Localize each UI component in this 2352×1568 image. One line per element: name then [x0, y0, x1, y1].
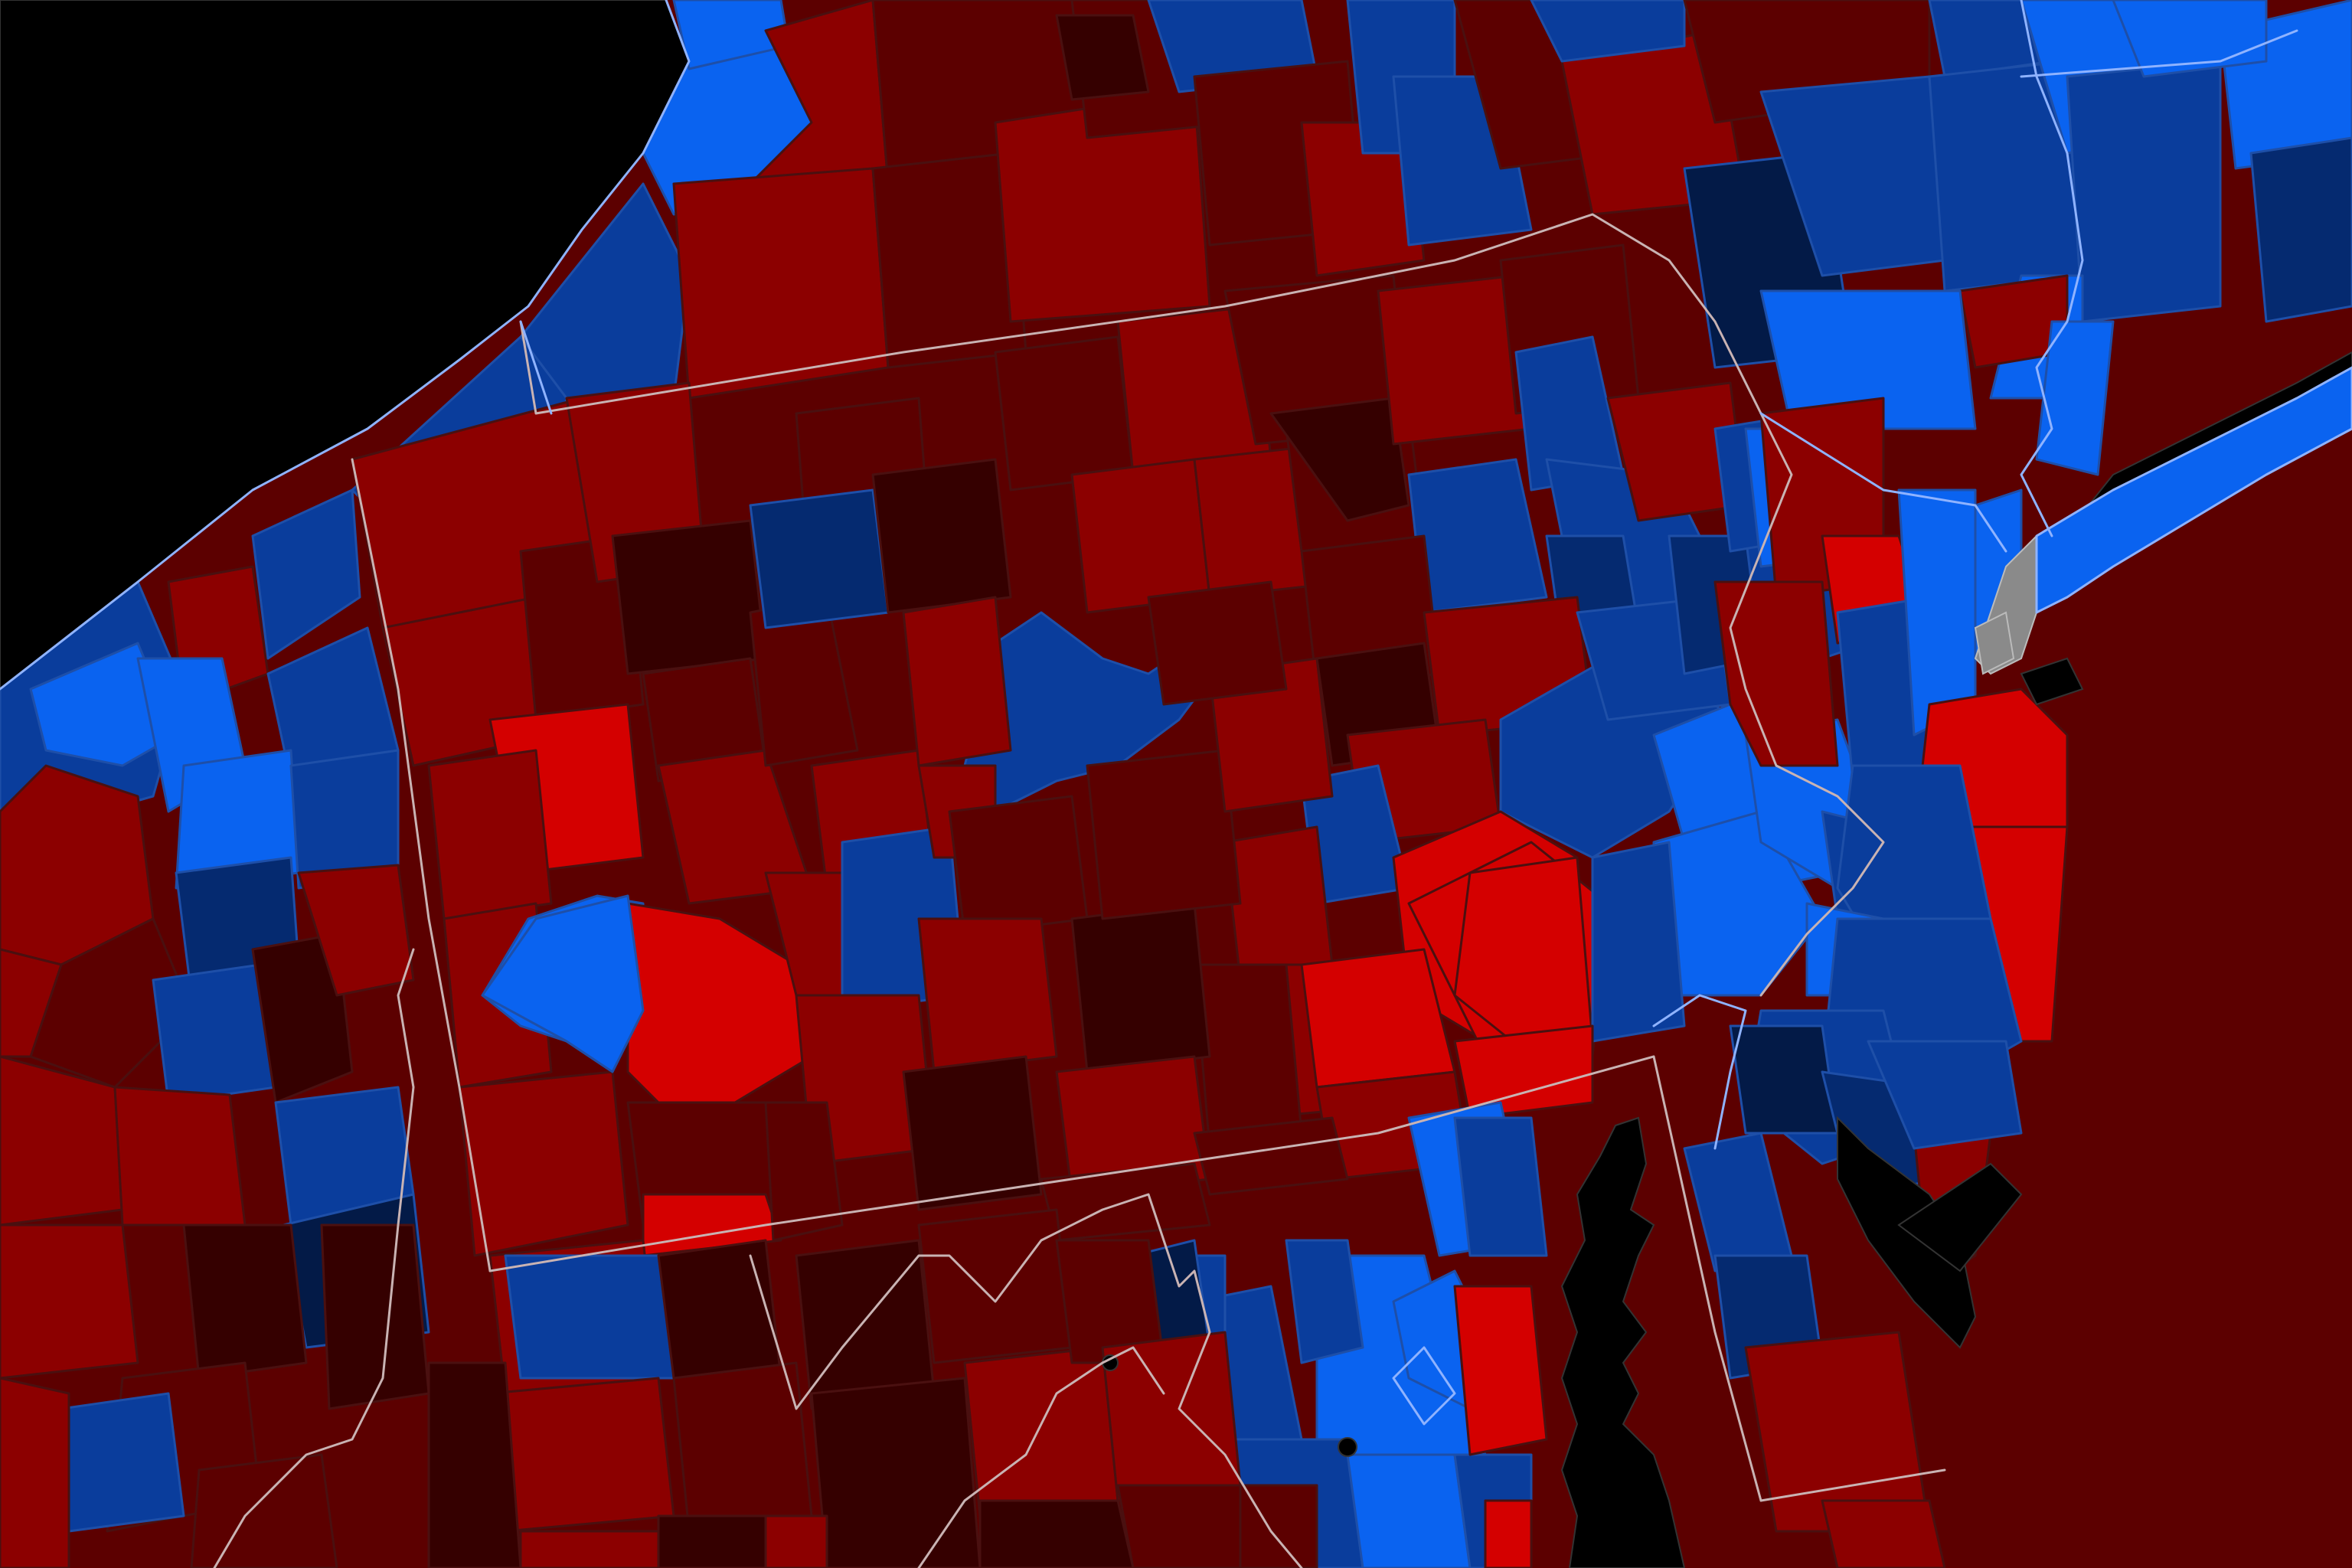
pa-south-border — [488, 1055, 1655, 1272]
long-island-layer — [2035, 366, 2352, 614]
lower-bay — [1897, 1162, 2023, 1272]
raritan-bay — [2020, 657, 2084, 706]
county[interactable] — [251, 488, 361, 660]
county[interactable] — [917, 917, 1058, 1073]
county[interactable] — [182, 1223, 308, 1380]
ny-vt-border — [2020, 0, 2084, 537]
county[interactable] — [0, 948, 63, 1058]
county[interactable] — [948, 795, 1089, 936]
county[interactable] — [1821, 1499, 1946, 1568]
county[interactable] — [657, 1239, 782, 1380]
county[interactable] — [427, 749, 553, 920]
md-wv-border — [749, 1193, 1303, 1568]
county[interactable] — [902, 596, 1012, 767]
county[interactable] — [764, 1514, 828, 1568]
county[interactable] — [519, 182, 691, 400]
pa-ny-border — [519, 213, 1762, 415]
county[interactable] — [320, 1223, 430, 1410]
md-de-border — [1652, 1055, 1762, 1502]
county[interactable] — [1055, 14, 1150, 101]
county[interactable] — [657, 1514, 767, 1568]
county[interactable] — [1086, 749, 1242, 920]
county[interactable] — [1530, 0, 1686, 63]
county[interactable] — [1346, 1453, 1472, 1568]
de-south-border — [1759, 1468, 1946, 1502]
county[interactable] — [1193, 1116, 1349, 1196]
county[interactable] — [1070, 902, 1211, 1073]
ny-pa-west — [519, 320, 553, 415]
county[interactable] — [810, 1377, 982, 1568]
va-wv-border — [917, 1346, 1165, 1568]
county[interactable] — [994, 335, 1135, 492]
county[interactable] — [611, 519, 767, 675]
county[interactable] — [427, 1361, 522, 1568]
county[interactable] — [2035, 366, 2352, 614]
state-borders-layer — [0, 0, 2298, 1568]
county[interactable] — [871, 458, 1012, 614]
county[interactable] — [458, 1070, 629, 1257]
pa-nj-border — [1729, 412, 1885, 997]
staten-island-no-data — [1974, 611, 2015, 675]
county[interactable] — [504, 1254, 675, 1380]
county[interactable] — [190, 1453, 338, 1568]
county[interactable] — [297, 864, 415, 997]
chesapeake-bay — [1560, 1116, 1686, 1568]
county[interactable] — [1147, 580, 1288, 706]
county[interactable] — [1453, 1116, 1548, 1257]
county[interactable] — [1453, 1285, 1548, 1456]
county[interactable] — [749, 488, 890, 629]
county[interactable] — [1453, 1024, 1594, 1119]
delaware-bay — [1837, 1116, 1977, 1349]
county[interactable] — [0, 1223, 139, 1380]
county[interactable] — [1759, 289, 1977, 430]
county[interactable] — [1867, 1040, 2023, 1150]
county[interactable] — [488, 1377, 675, 1533]
county[interactable] — [519, 1530, 660, 1568]
county[interactable] — [1269, 397, 1410, 522]
county[interactable] — [1484, 1499, 1533, 1568]
county[interactable] — [60, 1392, 185, 1533]
county[interactable] — [481, 894, 645, 1073]
wv-west-border — [213, 948, 415, 1568]
pa-oh-border — [351, 458, 492, 1272]
county[interactable] — [672, 167, 890, 400]
county[interactable] — [902, 1055, 1043, 1211]
county[interactable] — [113, 1086, 247, 1227]
county[interactable] — [2035, 320, 2115, 476]
dc-reservoir — [1338, 1437, 1357, 1457]
county[interactable] — [1101, 1331, 1242, 1502]
county[interactable] — [963, 1346, 1119, 1517]
county[interactable] — [1285, 1239, 1364, 1364]
county[interactable] — [2249, 136, 2352, 323]
ny-west-shore — [0, 0, 691, 691]
county[interactable] — [1116, 1484, 1242, 1568]
nj-ny-border — [1759, 412, 2007, 553]
county[interactable] — [626, 902, 813, 1104]
county[interactable] — [0, 1377, 70, 1568]
county[interactable] — [1239, 1484, 1318, 1568]
county[interactable] — [1729, 1024, 1839, 1135]
dc-border — [1392, 1346, 1456, 1426]
de-pa-arc — [1652, 994, 1747, 1150]
county[interactable] — [2066, 60, 2222, 323]
county[interactable] — [1713, 580, 1839, 767]
county[interactable] — [1070, 458, 1211, 614]
ny-ct-border — [2020, 29, 2298, 78]
county[interactable] — [917, 1208, 1073, 1364]
county[interactable] — [764, 1101, 844, 1242]
county[interactable] — [1591, 841, 1686, 1043]
county[interactable] — [251, 933, 354, 1104]
county[interactable] — [978, 1499, 1135, 1568]
